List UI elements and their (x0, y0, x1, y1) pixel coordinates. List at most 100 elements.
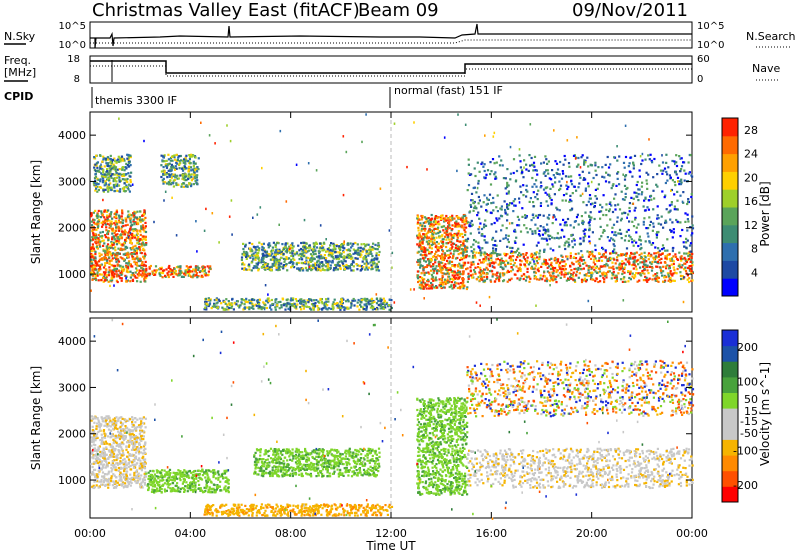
power-echo-cell (352, 299, 355, 302)
power-echo-cell (112, 229, 115, 232)
power-echo-cell (148, 267, 151, 270)
power-echo-cell (594, 257, 597, 260)
power-echo-cell (98, 258, 101, 261)
power-echo-cell (373, 300, 376, 303)
power-echo-cell (464, 249, 467, 252)
power-echo-cell (128, 260, 131, 263)
power-echo-cell (462, 227, 465, 230)
power-echo-cell (669, 276, 672, 280)
power-echo-cell (102, 244, 105, 247)
power-echo-cell (141, 275, 144, 278)
power-echo-cell (273, 252, 277, 255)
power-echo-cell (648, 216, 651, 219)
power-echo-cell (642, 223, 645, 226)
power-echo-cell (113, 264, 116, 267)
power-echo-cell (465, 250, 468, 253)
power-echo-cell (133, 214, 136, 217)
power-echo-cell (120, 277, 123, 280)
power-echo-cell (516, 270, 519, 273)
power-echo-cell (470, 199, 473, 202)
power-echo-cell (377, 253, 380, 257)
power-echo-cell (635, 183, 638, 187)
power-echo-cell (433, 227, 436, 230)
power-echo-cell (582, 259, 586, 262)
power-echo-cell (317, 256, 320, 259)
power-echo-cell (98, 252, 101, 255)
power-echo-cell (289, 299, 293, 302)
station-title: Christmas Valley East (fitACF) (92, 0, 360, 21)
power-echo-cell (548, 238, 551, 241)
power-echo-cell (540, 162, 543, 165)
power-echo-cell (533, 274, 536, 277)
power-echo-cell (685, 241, 688, 244)
power-echo-cell (128, 161, 131, 164)
power-echo-cell (101, 257, 104, 260)
power-echo-cell (204, 274, 207, 277)
power-echo-cell (267, 243, 270, 247)
power-echo-cell (308, 244, 311, 247)
power-echo-cell (591, 271, 594, 274)
power-echo-cell (339, 300, 342, 303)
power-echo-cell (109, 186, 112, 190)
power-echo-cell (675, 208, 678, 211)
power-echo-cell (416, 214, 419, 217)
power-echo-cell (527, 275, 530, 278)
power-echo-cell (590, 267, 593, 271)
power-echo-cell (418, 234, 421, 237)
power-echo-cell (256, 252, 259, 255)
power-echo-cell (140, 264, 143, 267)
power-echo-cell (141, 224, 145, 227)
power-echo-cell (135, 267, 138, 270)
power-echo-cell (506, 271, 509, 274)
power-echo-cell (417, 280, 420, 284)
power-echo-cell (257, 269, 260, 272)
power-echo-cell (495, 278, 498, 281)
power-echo-cell (587, 185, 590, 188)
power-echo-cell (495, 230, 498, 233)
power-echo-cell (419, 276, 422, 279)
power-echo-cell (452, 278, 455, 282)
power-echo-cell (281, 298, 285, 301)
power-echo-cell (98, 268, 101, 271)
power-echo-cell (108, 215, 111, 218)
power-echo-cell (614, 193, 617, 196)
power-echo-cell (477, 262, 480, 265)
power-echo-cell (665, 221, 668, 224)
power-echo-cell (90, 259, 93, 263)
power-echo-cell (420, 272, 423, 275)
power-echo-cell (335, 245, 338, 248)
power-echo-cell (339, 306, 342, 309)
power-echo-cell (145, 242, 148, 245)
power-echo-cell (512, 200, 515, 203)
power-echo-cell (588, 194, 592, 197)
power-echo-cell (600, 210, 603, 213)
power-echo-cell (646, 265, 649, 269)
power-echo-cell (385, 302, 388, 306)
power-echo-cell (243, 303, 246, 306)
power-echo-cell (526, 259, 529, 262)
power-echo-cell (417, 226, 420, 229)
power-echo-cell (107, 162, 110, 165)
power-echo-cell (482, 257, 485, 261)
power-echo-cell (252, 253, 255, 256)
power-echo-cell (454, 221, 457, 224)
power-echo-cell (506, 185, 509, 189)
power-echo-cell (481, 272, 484, 275)
power-echo-cell (612, 265, 615, 268)
power-echo-cell (312, 245, 316, 248)
power-echo-cell (451, 287, 454, 290)
power-echo-cell (609, 259, 612, 262)
power-echo-cell (558, 262, 562, 265)
power-echo-cell (290, 266, 293, 269)
power-echo-cell (250, 269, 253, 272)
power-echo-cell (96, 261, 99, 264)
power-echo-cell (477, 211, 480, 214)
power-echo-cell (648, 241, 651, 244)
power-echo-cell (275, 258, 278, 261)
power-echo-cell (538, 234, 541, 237)
power-echo-cell (516, 215, 519, 218)
power-echo-cell (90, 273, 93, 276)
power-echo-cell (565, 255, 568, 258)
power-echo-cell (99, 180, 102, 183)
power-echo-cell (466, 189, 469, 192)
